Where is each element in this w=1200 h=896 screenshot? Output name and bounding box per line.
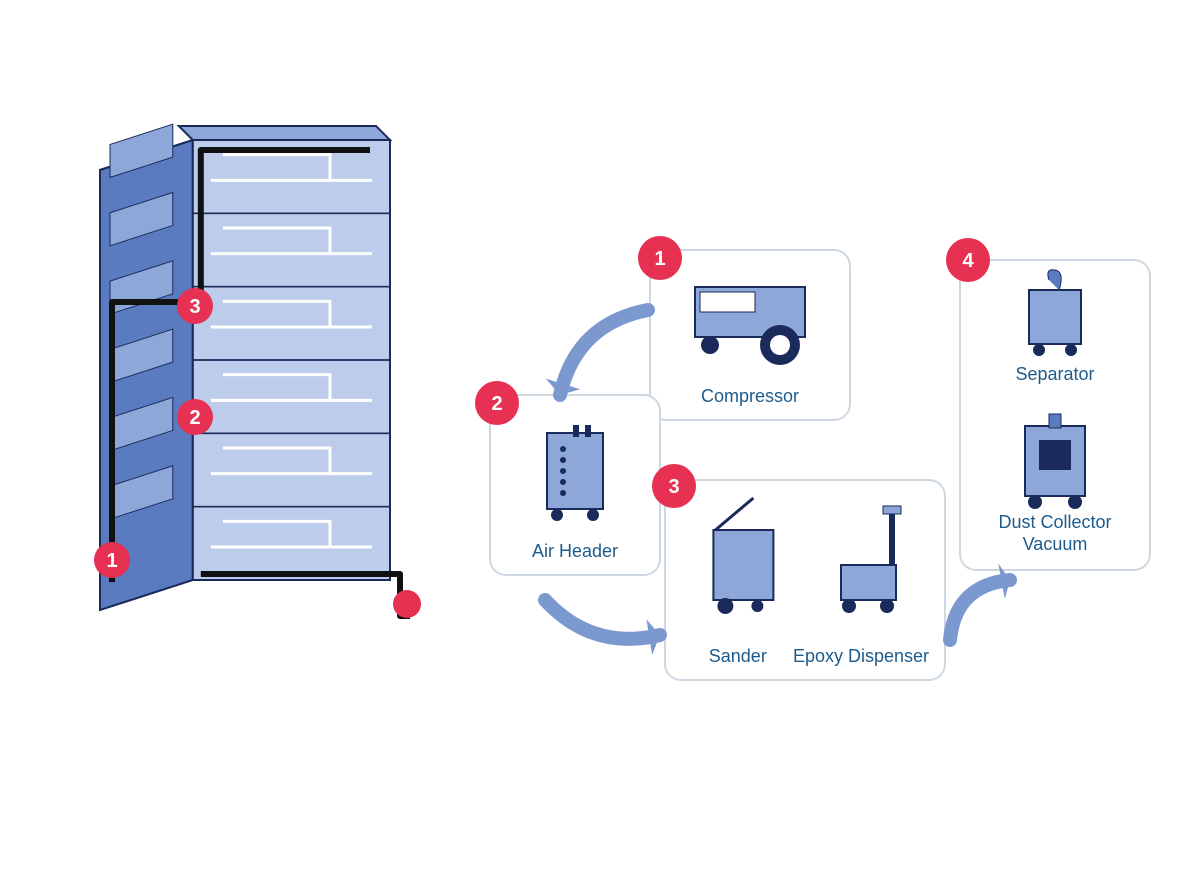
arrow-3-4 <box>950 563 1010 640</box>
marker-number: 3 <box>189 296 200 318</box>
separator-label: Separator <box>1015 364 1094 384</box>
building-marker <box>393 590 421 618</box>
building-marker: 3 <box>177 288 213 324</box>
air-header-icon <box>547 425 603 521</box>
badge-number: 1 <box>654 248 665 270</box>
marker-number: 2 <box>189 407 200 429</box>
vacuum-label: Vacuum <box>1023 534 1088 554</box>
epoxy-dispenser-label: Epoxy Dispenser <box>793 646 929 666</box>
sander-label: Sander <box>709 646 767 666</box>
building-marker: 2 <box>177 399 213 435</box>
building: 1 2 3 <box>94 124 421 618</box>
compressor-badge: 1 <box>638 236 682 280</box>
dust-collector-label: Dust Collector <box>998 512 1111 532</box>
diagram-svg: 1 2 3 Compressor 1 Air Header 2 Sander Epoxy Dis… <box>0 0 1200 896</box>
building-roof <box>179 126 390 140</box>
building-marker: 1 <box>94 542 130 578</box>
badge-number: 2 <box>491 393 502 415</box>
marker-number: 1 <box>106 550 117 572</box>
dust-badge: 4 <box>946 238 990 282</box>
arrow-2-3 <box>545 600 660 655</box>
dust-collector-icon <box>1025 414 1085 509</box>
tools-badge: 3 <box>652 464 696 508</box>
compressor-label: Compressor <box>701 386 799 406</box>
arrow-1-2 <box>546 310 648 395</box>
badge-number: 3 <box>668 476 679 498</box>
diagram-root: 1 2 3 Compressor 1 Air Header 2 Sander Epoxy Dis… <box>0 0 1200 896</box>
air-header-badge: 2 <box>475 381 519 425</box>
air-header-label: Air Header <box>532 541 618 561</box>
badge-number: 4 <box>962 250 974 272</box>
marker-badge <box>393 590 421 618</box>
